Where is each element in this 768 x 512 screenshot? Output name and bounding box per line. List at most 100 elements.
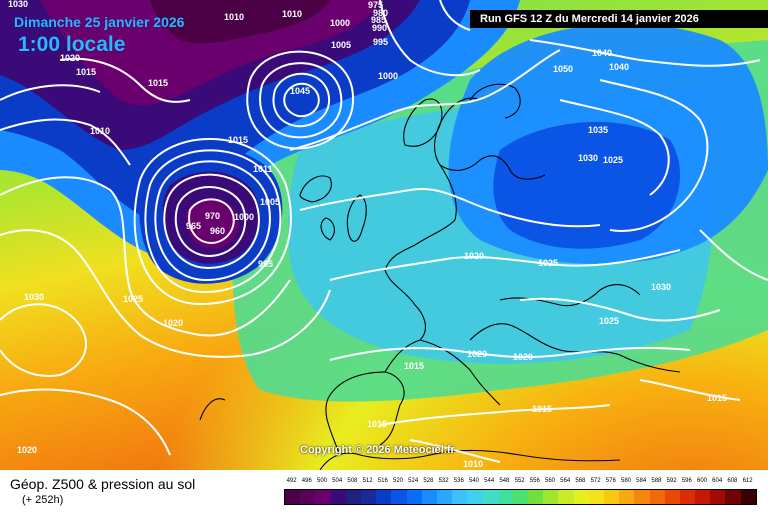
legend-swatch: [603, 490, 620, 504]
legend-tick-label: 592: [666, 478, 677, 484]
isobar-label: 1015: [707, 393, 727, 403]
isobar-label: 1020: [464, 251, 484, 261]
legend-swatch: [634, 490, 650, 504]
isobar-label: 1010: [224, 12, 244, 22]
legend-tick-label: 576: [605, 478, 616, 484]
isobar-label: 1030: [651, 282, 671, 292]
legend-tick-label: 528: [423, 478, 434, 484]
legend-swatch: [740, 490, 756, 504]
isobar-label: 1000: [234, 212, 254, 222]
isobar-label: 1015: [532, 404, 552, 414]
isobar-label: 1020: [60, 53, 80, 63]
isobar-label: 1030: [8, 0, 28, 9]
legend-tick-label: 508: [347, 478, 358, 484]
legend-swatch: [573, 490, 589, 504]
isobar-label: 970: [205, 211, 220, 221]
isobar-label: 975: [368, 0, 383, 10]
isobar-label: 1030: [578, 153, 598, 163]
legend-tick-label: 608: [727, 478, 738, 484]
legend-tick-label: 580: [620, 478, 632, 484]
legend-tick-label: 556: [529, 478, 540, 484]
isobar-label: 1005: [260, 197, 280, 207]
isobar-label: 1025: [538, 258, 558, 268]
legend-swatch: [619, 490, 635, 504]
legend-swatch: [695, 490, 711, 504]
valid-date: Dimanche 25 janvier 2026: [14, 14, 185, 30]
coastlines: [199, 83, 681, 470]
z500-north-dark-core: [150, 0, 330, 44]
legend-tick-label: 536: [453, 478, 464, 484]
legend-swatch: [558, 490, 574, 504]
isobar-label: 1015: [76, 67, 96, 77]
isobar-label: 1025: [123, 294, 143, 304]
legend-tick-label: 564: [560, 478, 571, 484]
isobar-label: 990: [372, 23, 387, 33]
legend-swatch: [725, 490, 741, 504]
legend-swatch: [467, 490, 483, 504]
isobar-label: 965: [186, 221, 201, 231]
legend-tick-label: 540: [468, 478, 480, 484]
legend-tick-label: 512: [362, 478, 373, 484]
legend-tick-label: 584: [636, 478, 647, 484]
isobar-label: 1040: [609, 62, 629, 72]
weather-map[interactable]: 1030 1010 1020 1015 1015 1010 1000 1010 …: [0, 0, 768, 470]
isobar-label: 1040: [592, 48, 612, 58]
legend-swatch: [452, 490, 468, 504]
isobar-label: 1015: [228, 135, 248, 145]
legend-swatch: [436, 490, 453, 504]
run-info: Run GFS 12 Z du Mercredi 14 janvier 2026: [470, 10, 768, 28]
isobar-label: 980: [373, 8, 388, 18]
legend-swatch: [406, 490, 422, 504]
isobar-label: 1045: [290, 86, 310, 96]
isobar-label: 995: [373, 37, 388, 47]
isobars: [0, 0, 768, 462]
legend-swatch: [588, 490, 604, 504]
valid-time: 1:00 locale: [18, 33, 126, 56]
legend-tick-label: 604: [712, 478, 723, 484]
copyright: Copyright © 2026 Meteociel.fr: [300, 444, 455, 456]
isobar-label: 1020: [467, 349, 487, 359]
legend-swatch: [543, 490, 559, 504]
legend-tick-label: 552: [514, 478, 525, 484]
legend-swatch: [421, 490, 437, 504]
legend-swatch: [285, 490, 301, 504]
isobar-labels: 1030 1010 1020 1015 1015 1010 1000 1010 …: [8, 0, 727, 469]
legend-swatch: [345, 490, 361, 504]
isobar-label: 960: [210, 226, 225, 236]
legend-tick-label: 492: [286, 478, 297, 484]
legend-swatch: [679, 490, 696, 504]
legend-tick-label: 596: [681, 478, 692, 484]
isobar-label: 1005: [331, 40, 351, 50]
isobar-label: 995: [258, 259, 273, 269]
legend-tick-label: 572: [590, 478, 601, 484]
isobar-label: 1050: [553, 64, 573, 74]
legend-tick-label: 532: [438, 478, 449, 484]
legend-swatch: [497, 490, 513, 504]
legend-swatch: [512, 490, 528, 504]
isobar-label: 1010: [367, 419, 387, 429]
legend-tick-label: 524: [408, 478, 419, 484]
legend-swatch: [649, 490, 665, 504]
legend-tick-label: 516: [377, 478, 388, 484]
legend-tick-label: 568: [575, 478, 586, 484]
isobar-label: 1035: [588, 125, 608, 135]
isobar-label: 1025: [603, 155, 623, 165]
isobar-label: 1011: [253, 164, 273, 174]
isobar-label: 1010: [90, 126, 110, 136]
legend-swatch: [360, 490, 377, 504]
isobar-label: 1015: [404, 361, 424, 371]
legend-tick-label: 588: [651, 478, 662, 484]
isobar-label: 1015: [148, 78, 168, 88]
z500-north-purple: [40, 0, 380, 106]
legend-swatch: [664, 490, 680, 504]
map-canvas: 1030 1010 1020 1015 1015 1010 1000 1010 …: [0, 0, 768, 470]
legend-swatch: [330, 490, 346, 504]
legend-swatches: [284, 489, 757, 505]
z500-trough-east-core: [493, 121, 680, 249]
isobar-label: 1000: [378, 71, 398, 81]
isobar-label: 1020: [163, 318, 183, 328]
isobar-label: 1020: [17, 445, 37, 455]
legend-swatch: [376, 490, 392, 504]
legend-swatch: [710, 490, 726, 504]
legend-tick-label: 520: [392, 478, 404, 484]
